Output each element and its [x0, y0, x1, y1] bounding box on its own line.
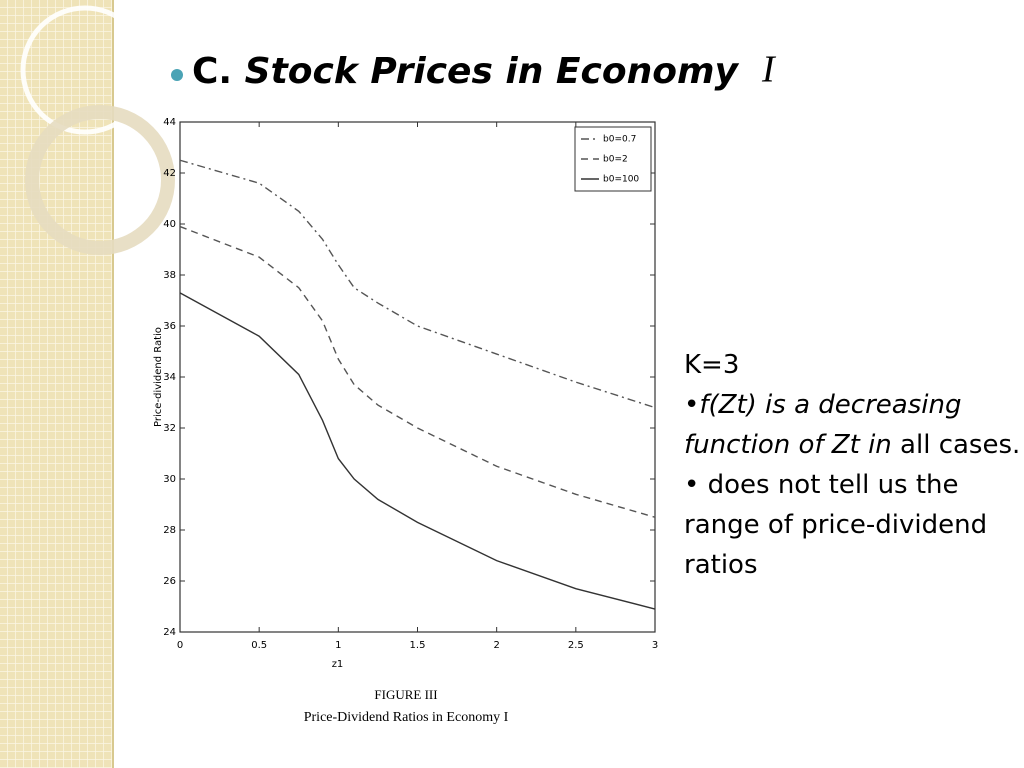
- y-tick-label: 32: [163, 423, 176, 434]
- note: • does not tell us the range of price-di…: [684, 465, 1024, 585]
- legend-label: b0=2: [603, 155, 628, 165]
- note: •f(Zt) is a decreasing function of Zt in…: [684, 385, 1024, 465]
- x-tick-label: 0.5: [251, 640, 267, 651]
- x-tick-label: 0: [177, 640, 183, 651]
- y-tick-label: 34: [163, 372, 176, 383]
- caption: Price-Dividend Ratios in Economy I: [304, 710, 509, 725]
- x-tick-label: 3: [652, 640, 658, 651]
- notes: K=3 •f(Zt) is a decreasing function of Z…: [684, 345, 1024, 585]
- y-tick-label: 44: [163, 117, 176, 128]
- note-text: does not tell us the range of price-divi…: [684, 470, 988, 580]
- x-tick-label: 2.5: [568, 640, 584, 651]
- line-series: [179, 159, 656, 409]
- bullet: •: [684, 390, 700, 420]
- title-symbol: I: [761, 49, 777, 91]
- y-tick-label: 42: [163, 168, 176, 179]
- x-tick-label: 1.5: [410, 640, 426, 651]
- deco-circle: [20, 5, 150, 135]
- note-plain: all cases.: [900, 430, 1021, 460]
- chart: 24 26 28 30 32 34 36 38 40 42 44 0 0.5 1 1.5 2 2.5 3 z1 Pri…: [153, 117, 658, 725]
- y-tick-label: 40: [163, 219, 176, 230]
- y-tick-label: 28: [163, 525, 176, 536]
- line-series: [179, 292, 656, 610]
- x-tick-label: 1: [335, 640, 341, 651]
- note-italic: f(Zt) is a decreasing function of Zt in: [684, 390, 962, 460]
- y-tick-label: 24: [163, 627, 176, 638]
- caption-label: FIGURE III: [374, 687, 437, 702]
- y-axis-label: Price-dividend Ratio: [153, 327, 164, 427]
- bullet: [171, 69, 183, 81]
- slide-title: C. Stock Prices in Economy: [192, 51, 739, 92]
- y-tick-label: 30: [163, 474, 176, 485]
- note: K=3: [684, 350, 740, 380]
- x-tick-label: 2: [493, 640, 499, 651]
- plot-area: [179, 121, 656, 633]
- y-tick-label: 36: [163, 321, 176, 332]
- title-text: Stock Prices in Economy: [245, 51, 740, 92]
- x-axis-label: z1: [332, 659, 344, 670]
- legend-label: b0=100: [603, 175, 639, 185]
- deco-circle: [25, 105, 175, 255]
- title-prefix: C.: [192, 51, 232, 92]
- bullet: •: [684, 470, 700, 500]
- y-tick-label: 38: [163, 270, 176, 281]
- y-tick-label: 26: [163, 576, 176, 587]
- legend-label: b0=0.7: [603, 135, 636, 145]
